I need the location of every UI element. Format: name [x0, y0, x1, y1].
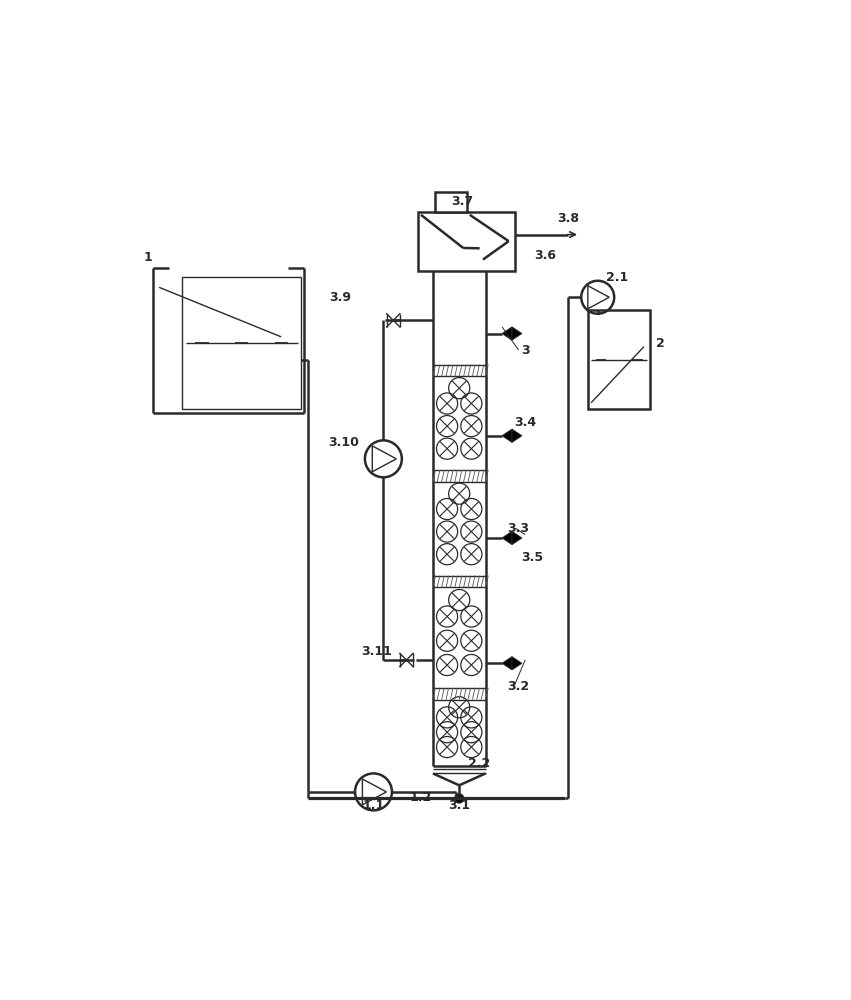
- Text: 3: 3: [521, 344, 529, 357]
- Text: 3.4: 3.4: [514, 416, 536, 429]
- Text: 3.6: 3.6: [534, 249, 556, 262]
- Polygon shape: [502, 327, 512, 340]
- Text: 2: 2: [656, 337, 665, 350]
- Bar: [418, 212, 515, 271]
- Text: 2.1: 2.1: [607, 271, 629, 284]
- Circle shape: [454, 794, 464, 803]
- Polygon shape: [502, 657, 512, 670]
- Polygon shape: [512, 531, 522, 545]
- Text: 1.1: 1.1: [363, 799, 385, 812]
- Text: 1.2: 1.2: [410, 791, 432, 804]
- Text: 3.9: 3.9: [329, 291, 351, 304]
- Text: 3.7: 3.7: [452, 195, 473, 208]
- Text: 3.3: 3.3: [507, 522, 529, 535]
- Bar: [182, 277, 301, 409]
- Text: 3.11: 3.11: [362, 645, 392, 658]
- Text: 3.10: 3.10: [328, 436, 359, 449]
- Polygon shape: [512, 657, 522, 670]
- Polygon shape: [512, 429, 522, 442]
- Text: 3.2: 3.2: [507, 680, 529, 693]
- Text: 3.5: 3.5: [521, 551, 543, 564]
- Bar: [588, 310, 650, 409]
- Polygon shape: [502, 531, 512, 545]
- Bar: [436, 192, 467, 212]
- Text: 2.2: 2.2: [468, 757, 490, 770]
- Text: 1: 1: [144, 251, 152, 264]
- Polygon shape: [512, 327, 522, 340]
- Text: 3.1: 3.1: [448, 799, 471, 812]
- Text: 3.8: 3.8: [557, 212, 579, 225]
- Polygon shape: [502, 429, 512, 442]
